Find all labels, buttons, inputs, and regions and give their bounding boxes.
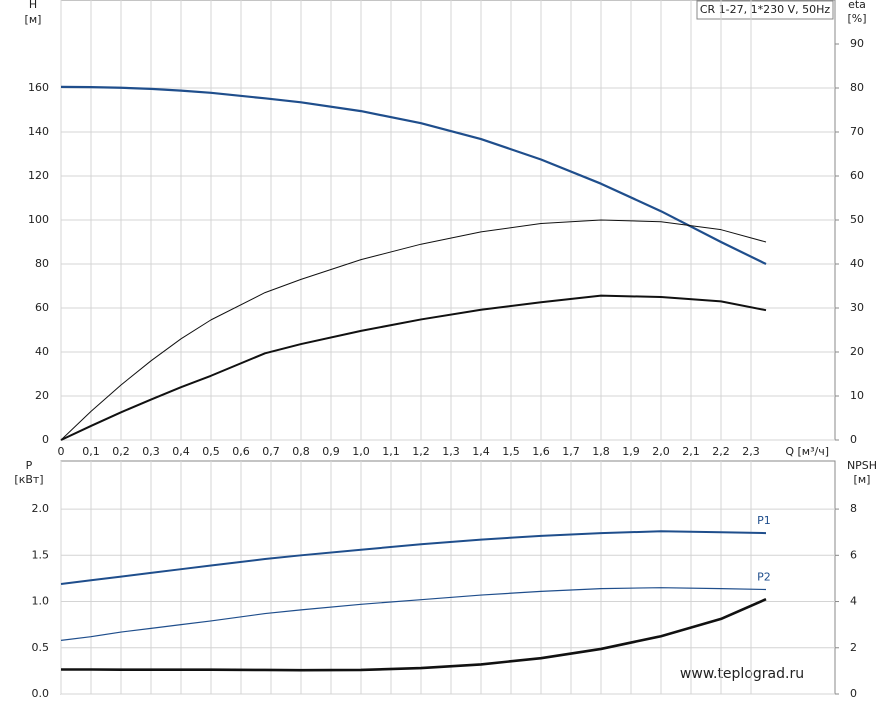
x-tick-label: 1,3	[442, 445, 460, 458]
x-tick-label: 1,6	[532, 445, 550, 458]
y-axis-label: H	[29, 0, 37, 11]
x-tick-label: 0,1	[82, 445, 100, 458]
y2-tick-label: 6	[850, 548, 857, 561]
x-tick-label: 0,9	[322, 445, 340, 458]
x-tick-label: 1,7	[562, 445, 580, 458]
x-tick-label: 1,9	[622, 445, 640, 458]
x-axis-label: Q [м³/ч]	[785, 445, 829, 458]
series-label: P2	[757, 571, 771, 584]
y2-tick-label: 90	[850, 37, 864, 50]
x-tick-label: 0,8	[292, 445, 310, 458]
x-tick-label: 1,4	[472, 445, 490, 458]
x-tick-label: 0	[58, 445, 65, 458]
x-tick-label: 0,6	[232, 445, 250, 458]
y-tick-label: 0	[42, 433, 49, 446]
x-tick-label: 1,5	[502, 445, 520, 458]
y2-tick-label: 70	[850, 125, 864, 138]
x-tick-label: 2,0	[652, 445, 670, 458]
title-box	[696, 0, 834, 20]
y-tick-label: 2.0	[32, 502, 50, 515]
x-tick-label: 1,8	[592, 445, 610, 458]
y-tick-label: 100	[28, 213, 49, 226]
x-tick-label: 0,4	[172, 445, 190, 458]
y2-tick-label: 0	[850, 433, 857, 446]
x-tick-label: 0,3	[142, 445, 160, 458]
x-tick-label: 0,7	[262, 445, 280, 458]
y2-tick-label: 40	[850, 257, 864, 270]
y2-tick-label: 10	[850, 389, 864, 402]
y2-tick-label: 20	[850, 345, 864, 358]
x-tick-label: 2,3	[742, 445, 760, 458]
y2-axis-label: eta	[848, 0, 866, 11]
x-tick-label: 1,2	[412, 445, 430, 458]
y2-tick-label: 0	[850, 687, 857, 700]
x-tick-label: 0,2	[112, 445, 130, 458]
series-line	[60, 294, 767, 441]
y2-tick-label: 50	[850, 213, 864, 226]
y-tick-label: 80	[35, 257, 49, 270]
y-tick-label: 140	[28, 125, 49, 138]
x-tick-label: 0,5	[202, 445, 220, 458]
y2-axis-unit: [м]	[854, 473, 871, 486]
chart-title: CR 1-27, 1*230 V, 50Hz	[700, 3, 831, 16]
series-label: P1	[757, 514, 771, 527]
y2-tick-label: 80	[850, 81, 864, 94]
y-tick-label: 40	[35, 345, 49, 358]
y-tick-label: 60	[35, 301, 49, 314]
y-tick-label: 1.5	[32, 548, 50, 561]
x-tick-label: 2,2	[712, 445, 730, 458]
series-line	[60, 219, 767, 441]
y-tick-label: 0.5	[32, 641, 50, 654]
series-line	[60, 587, 767, 641]
x-tick-label: 1,0	[352, 445, 370, 458]
y2-axis-unit: [%]	[847, 12, 866, 25]
x-tick-label: 1,1	[382, 445, 400, 458]
y-axis-label: P	[26, 459, 33, 472]
y-tick-label: 120	[28, 169, 49, 182]
y2-tick-label: 8	[850, 502, 857, 515]
y2-tick-label: 60	[850, 169, 864, 182]
y2-tick-label: 4	[850, 595, 857, 608]
y-tick-label: 20	[35, 389, 49, 402]
y-tick-label: 160	[28, 81, 49, 94]
x-tick-label: 2,1	[682, 445, 700, 458]
plot-frame	[60, 460, 836, 695]
series-line	[60, 530, 767, 585]
y-tick-label: 1.0	[32, 595, 50, 608]
y-tick-label: 0.0	[32, 687, 50, 700]
y-axis-unit: [м]	[25, 13, 42, 26]
y2-tick-label: 30	[850, 301, 864, 314]
y2-axis-label: NPSH	[847, 459, 877, 472]
watermark: www.teplograd.ru	[680, 666, 804, 682]
series-line	[61, 598, 767, 672]
y2-tick-label: 2	[850, 641, 857, 654]
series-line	[60, 85, 767, 265]
y-axis-unit: [кВт]	[14, 473, 43, 486]
